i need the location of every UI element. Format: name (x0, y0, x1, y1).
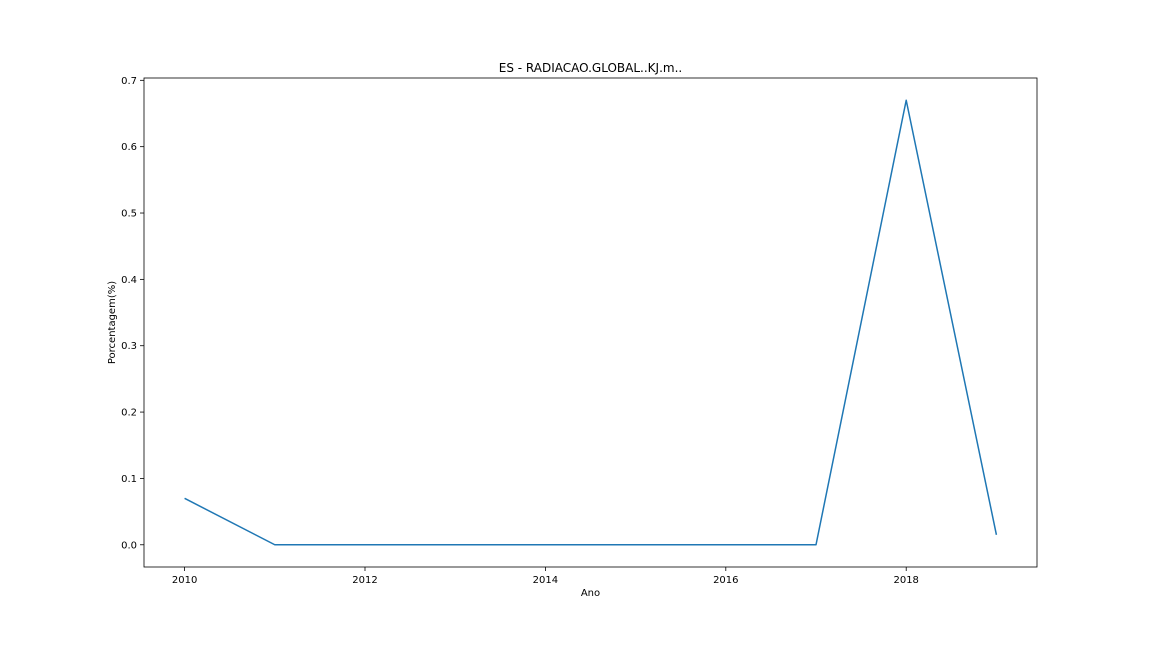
y-tick-label: 0.4 (121, 275, 137, 286)
x-tick-label: 2010 (172, 575, 197, 586)
y-tick-label: 0.6 (121, 142, 137, 153)
y-tick-label: 0.2 (121, 408, 137, 419)
y-tick-label: 0.0 (121, 540, 137, 551)
x-tick-label: 2016 (713, 575, 738, 586)
x-axis: 2010 2012 2014 2016 2018 (172, 567, 919, 586)
x-tick-label: 2014 (533, 575, 558, 586)
y-axis: 0.0 0.1 0.2 0.3 0.4 0.5 0.6 0.7 (121, 76, 144, 551)
x-axis-label: Ano (581, 588, 600, 599)
chart-title: ES - RADIACAO.GLOBAL..KJ.m.. (499, 61, 682, 75)
series-line (184, 99, 998, 546)
y-axis-label: Porcentagem(%) (107, 281, 118, 364)
plot-frame (143, 77, 1038, 568)
y-tick-label: 0.5 (121, 209, 137, 220)
plot-area: 2010 2012 2014 2016 2018 0.00.10.20.30.40.50… (121, 76, 1038, 586)
y-tick-label: 0.7 (121, 76, 137, 87)
y-tick-label: 0.1 (121, 474, 137, 485)
x-tick-label: 2018 (893, 575, 918, 586)
y-tick-label: 0.3 (121, 341, 137, 352)
x-tick-label: 2012 (352, 575, 377, 586)
series-layer (184, 99, 998, 546)
